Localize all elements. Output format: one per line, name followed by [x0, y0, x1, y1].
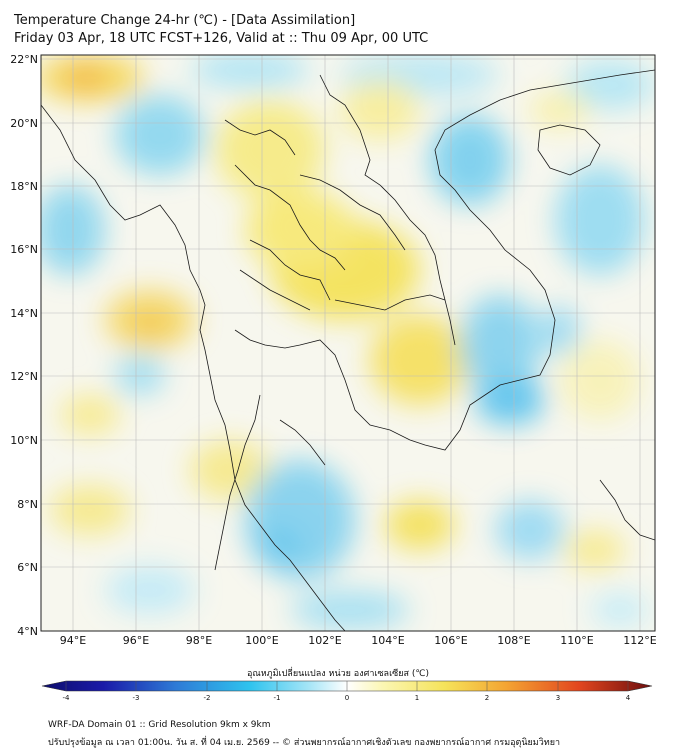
model-info: WRF-DA Domain 01 :: Grid Resolution 9km … — [48, 720, 271, 730]
colorbar-tick: -4 — [62, 694, 70, 702]
lon-label: 110°E — [560, 634, 593, 647]
colorbar-tick: 4 — [625, 694, 631, 702]
map-title: Temperature Change 24-hr (℃) - [Data Ass… — [14, 13, 356, 28]
longitude-axis: 94°E 96°E 98°E 100°E 102°E 104°E 106°E 1… — [60, 634, 657, 647]
colorbar-tick: 1 — [414, 694, 420, 702]
lat-label: 16°N — [10, 243, 38, 256]
lon-label: 98°E — [186, 634, 212, 647]
lat-label: 6°N — [17, 561, 38, 574]
lon-label: 96°E — [123, 634, 149, 647]
graticule — [41, 55, 655, 631]
colorbar-label: อุณหภูมิเปลี่ยนแปลง หน่วย องศาเซลเซียส (… — [246, 669, 430, 679]
lat-label: 20°N — [10, 117, 38, 130]
lon-label: 108°E — [497, 634, 530, 647]
lon-label: 112°E — [623, 634, 656, 647]
lon-label: 94°E — [60, 634, 86, 647]
lon-label: 106°E — [434, 634, 467, 647]
lon-label: 104°E — [371, 634, 404, 647]
colorbar — [41, 680, 653, 692]
colorbar-tick: -1 — [273, 694, 281, 702]
colorbar-tick: -2 — [203, 694, 211, 702]
lon-label: 100°E — [245, 634, 278, 647]
temperature-field — [41, 55, 655, 631]
lat-label: 12°N — [10, 370, 38, 383]
map-subtitle: Friday 03 Apr, 18 UTC FCST+126, Valid at… — [14, 31, 429, 46]
lon-label: 102°E — [308, 634, 341, 647]
lat-label: 10°N — [10, 434, 38, 447]
colorbar-tick: 0 — [344, 694, 350, 702]
latitude-axis: 22°N 20°N 18°N 16°N 14°N 12°N 10°N 8°N 6… — [10, 53, 38, 638]
colorbar-tick: -3 — [132, 694, 140, 702]
colorbar-tick: 3 — [555, 694, 561, 702]
credit-line: ปรับปรุงข้อมูล ณ เวลา 01:00น. วัน ส. ที่… — [48, 738, 561, 748]
lat-label: 4°N — [17, 625, 38, 638]
lat-label: 8°N — [17, 498, 38, 511]
map-frame — [40, 54, 656, 632]
lat-label: 22°N — [10, 53, 38, 66]
colorbar-tick: 2 — [484, 694, 490, 702]
coastline-and-borders — [41, 69, 655, 631]
lat-label: 14°N — [10, 307, 38, 320]
lat-label: 18°N — [10, 180, 38, 193]
